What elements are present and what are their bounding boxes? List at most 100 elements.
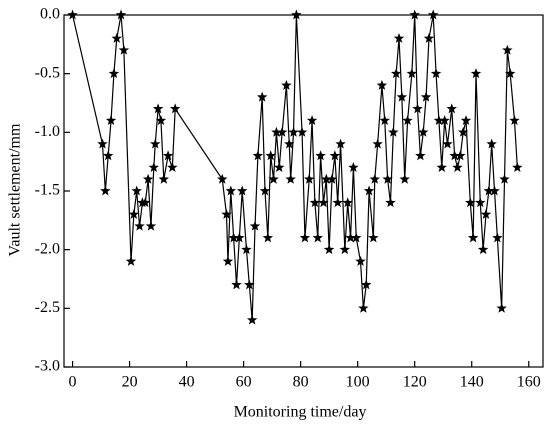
star-marker <box>284 138 295 149</box>
star-marker <box>455 150 466 161</box>
star-marker <box>288 126 299 137</box>
star-marker <box>155 115 167 126</box>
star-marker <box>241 244 252 255</box>
star-marker <box>358 302 369 313</box>
star-marker <box>376 79 388 90</box>
star-marker <box>234 232 245 243</box>
star-marker <box>167 162 178 172</box>
star-marker <box>388 126 399 137</box>
star-marker <box>321 173 332 184</box>
star-marker <box>318 197 329 208</box>
star-marker <box>128 208 140 219</box>
star-marker <box>492 232 503 243</box>
star-marker <box>145 220 157 231</box>
star-marker <box>412 103 423 114</box>
star-marker <box>115 9 127 20</box>
star-marker <box>274 162 285 172</box>
star-marker <box>67 9 78 20</box>
star-marker <box>299 232 311 243</box>
y-tick-label: -1.0 <box>35 123 60 140</box>
star-marker <box>131 185 142 196</box>
x-tick-label: 40 <box>179 374 195 391</box>
star-marker <box>303 173 315 184</box>
star-marker <box>152 103 164 114</box>
star-marker <box>369 173 381 184</box>
star-marker <box>221 208 232 219</box>
star-marker <box>323 244 335 255</box>
star-marker <box>446 103 457 114</box>
star-marker <box>315 150 326 161</box>
star-marker <box>449 150 460 161</box>
star-marker <box>499 173 510 184</box>
star-marker <box>217 173 228 184</box>
star-marker <box>228 232 239 243</box>
star-marker <box>351 232 362 243</box>
star-marker <box>271 126 282 137</box>
star-marker <box>415 150 426 161</box>
star-marker <box>244 279 255 290</box>
x-tick-label: 60 <box>236 374 252 391</box>
star-marker <box>436 162 448 172</box>
star-marker <box>105 115 117 126</box>
star-marker <box>496 302 507 313</box>
star-marker <box>262 232 274 243</box>
star-marker <box>150 138 161 149</box>
star-marker <box>396 91 408 102</box>
star-marker <box>276 126 288 137</box>
star-marker <box>502 44 513 55</box>
star-marker <box>363 185 375 196</box>
star-marker <box>97 138 108 149</box>
y-tick-label: -2.5 <box>35 299 60 316</box>
star-marker <box>326 173 338 184</box>
star-marker <box>268 173 279 184</box>
star-marker <box>470 68 482 79</box>
star-marker <box>442 138 453 149</box>
star-marker <box>252 150 264 161</box>
star-marker <box>125 255 137 266</box>
x-tick-label: 20 <box>122 374 138 391</box>
star-marker <box>390 68 402 79</box>
star-marker <box>332 197 343 208</box>
star-marker <box>402 115 413 126</box>
x-tick-label: 120 <box>403 374 427 391</box>
star-marker <box>452 162 463 172</box>
star-marker <box>483 185 495 196</box>
star-marker <box>329 150 341 161</box>
x-tick-label: 100 <box>346 374 370 391</box>
x-tick-label: 80 <box>293 374 309 391</box>
star-marker <box>162 150 174 161</box>
star-marker <box>100 185 111 196</box>
star-marker <box>236 185 248 196</box>
star-marker <box>504 68 516 79</box>
star-marker <box>512 162 523 172</box>
star-marker <box>342 197 353 208</box>
star-marker <box>246 314 258 325</box>
star-marker <box>249 220 261 231</box>
star-marker <box>285 173 296 184</box>
star-marker <box>134 220 145 231</box>
star-marker <box>393 32 405 43</box>
star-marker <box>335 138 346 149</box>
star-marker <box>118 44 130 55</box>
star-marker <box>418 126 429 137</box>
star-marker <box>231 279 242 290</box>
star-marker <box>480 208 492 219</box>
star-marker <box>142 173 154 184</box>
star-marker <box>309 197 321 208</box>
star-marker <box>312 232 323 243</box>
star-marker <box>399 173 410 184</box>
star-marker <box>433 115 445 126</box>
x-axis-label: Monitoring time/day <box>234 404 367 421</box>
star-marker <box>467 232 479 243</box>
series-line <box>71 14 518 321</box>
star-marker <box>108 68 120 79</box>
star-marker <box>465 197 476 208</box>
star-marker <box>222 255 234 266</box>
star-marker <box>509 115 520 126</box>
star-marker <box>296 126 308 137</box>
star-marker <box>475 197 486 208</box>
star-marker <box>372 138 383 149</box>
star-marker <box>406 68 418 79</box>
star-marker <box>355 255 366 266</box>
star-marker <box>259 185 271 196</box>
